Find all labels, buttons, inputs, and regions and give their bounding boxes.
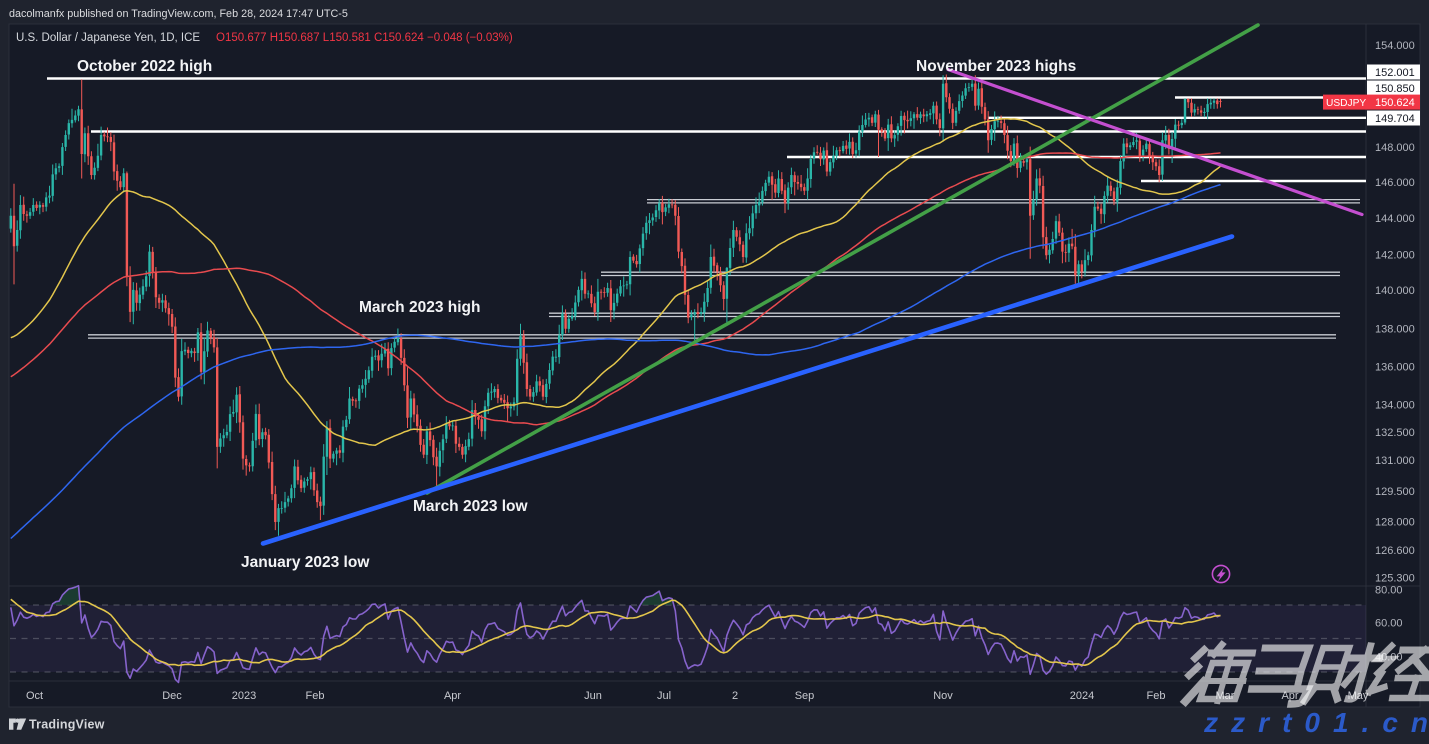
svg-text:Jun: Jun bbox=[584, 690, 602, 702]
svg-text:USDJPY: USDJPY bbox=[1326, 98, 1366, 109]
svg-text:138.000: 138.000 bbox=[1375, 324, 1415, 336]
svg-text:TradingView: TradingView bbox=[29, 718, 105, 732]
svg-text:2024: 2024 bbox=[1070, 690, 1094, 702]
svg-text:Feb: Feb bbox=[1147, 690, 1166, 702]
svg-text:O150.677 H150.687 L150.581: O150.677 H150.687 L150.581 C150.624 −0.0… bbox=[216, 32, 513, 44]
svg-text:Apr: Apr bbox=[444, 690, 461, 702]
svg-text:zzrt01.cn: zzrt01.cn bbox=[1203, 707, 1429, 738]
svg-text:146.000: 146.000 bbox=[1375, 177, 1415, 189]
svg-text:U.S. Dollar / Japanese Yen, 1D: U.S. Dollar / Japanese Yen, 1D, ICE bbox=[16, 32, 200, 44]
svg-text:148.000: 148.000 bbox=[1375, 142, 1415, 154]
svg-text:dacolmanfx published on Tradin: dacolmanfx published on TradingView.com,… bbox=[9, 8, 348, 20]
svg-text:October 2022 high: October 2022 high bbox=[77, 58, 212, 75]
svg-text:Nov: Nov bbox=[933, 690, 953, 702]
svg-text:128.000: 128.000 bbox=[1375, 517, 1415, 529]
svg-text:144.000: 144.000 bbox=[1375, 213, 1415, 225]
svg-text:136.000: 136.000 bbox=[1375, 362, 1415, 374]
svg-text:Oct: Oct bbox=[26, 690, 43, 702]
svg-text:131.000: 131.000 bbox=[1375, 455, 1415, 467]
svg-text:80.00: 80.00 bbox=[1375, 585, 1403, 597]
svg-text:150.624: 150.624 bbox=[1375, 97, 1415, 109]
svg-text:154.000: 154.000 bbox=[1375, 40, 1415, 52]
svg-text:Jul: Jul bbox=[657, 690, 671, 702]
svg-text:Sep: Sep bbox=[795, 690, 815, 702]
svg-text:2: 2 bbox=[732, 690, 738, 702]
svg-text:126.600: 126.600 bbox=[1375, 545, 1415, 557]
svg-text:Dec: Dec bbox=[162, 690, 182, 702]
svg-text:125.300: 125.300 bbox=[1375, 572, 1415, 584]
svg-text:134.000: 134.000 bbox=[1375, 400, 1415, 412]
svg-text:November 2023 highs: November 2023 highs bbox=[916, 58, 1076, 75]
svg-text:Apr: Apr bbox=[1281, 690, 1298, 702]
svg-text:149.704: 149.704 bbox=[1375, 113, 1415, 125]
svg-text:152.001: 152.001 bbox=[1375, 67, 1415, 79]
svg-text:142.000: 142.000 bbox=[1375, 250, 1415, 262]
svg-text:129.500: 129.500 bbox=[1375, 486, 1415, 498]
svg-text:Feb: Feb bbox=[306, 690, 325, 702]
svg-text:132.500: 132.500 bbox=[1375, 427, 1415, 439]
svg-text:60.00: 60.00 bbox=[1375, 617, 1403, 629]
svg-text:January 2023 low: January 2023 low bbox=[241, 554, 370, 571]
svg-text:150.850: 150.850 bbox=[1375, 83, 1415, 95]
svg-text:March 2023 low: March 2023 low bbox=[413, 498, 529, 515]
svg-text:2023: 2023 bbox=[232, 690, 256, 702]
svg-text:March 2023 high: March 2023 high bbox=[359, 299, 480, 316]
svg-text:140.000: 140.000 bbox=[1375, 285, 1415, 297]
